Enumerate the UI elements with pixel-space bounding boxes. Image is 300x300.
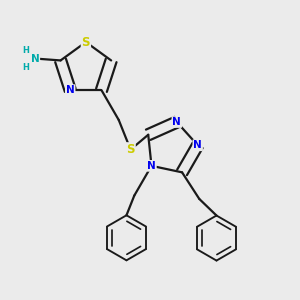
- Text: N: N: [31, 54, 39, 64]
- Text: H: H: [23, 63, 30, 72]
- Text: S: S: [82, 36, 90, 49]
- Text: N: N: [193, 140, 202, 150]
- Text: N: N: [147, 161, 156, 171]
- Text: S: S: [126, 143, 135, 156]
- Text: H: H: [23, 46, 30, 55]
- Text: N: N: [172, 117, 181, 127]
- Text: N: N: [66, 85, 75, 95]
